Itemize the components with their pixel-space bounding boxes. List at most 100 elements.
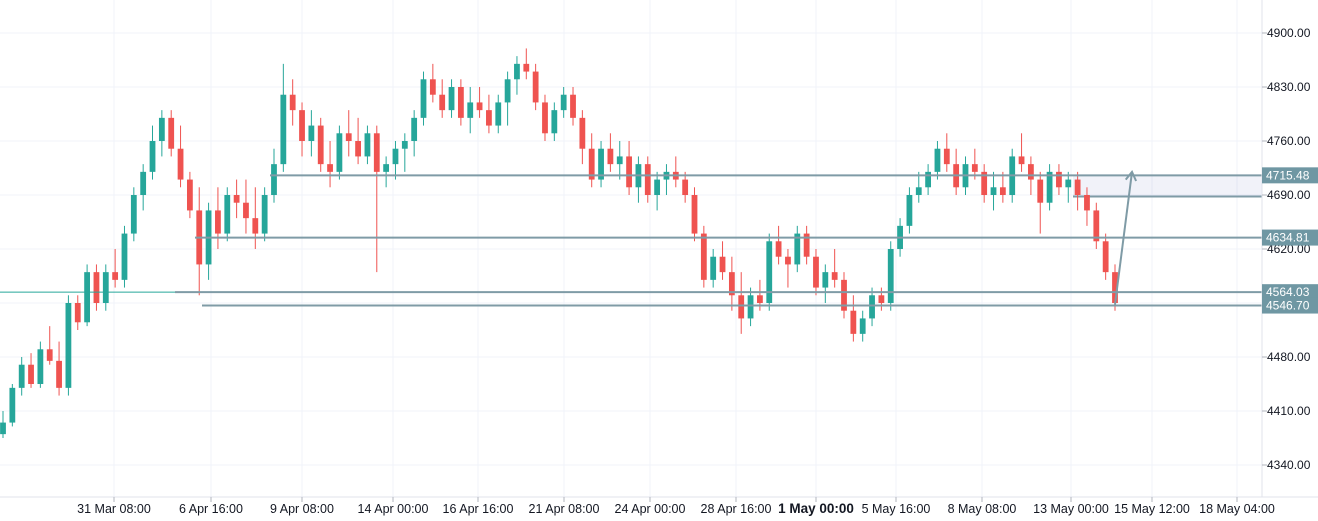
candle-body	[1065, 179, 1072, 188]
candle-body	[224, 195, 231, 234]
y-tick-label: 4830.00	[1267, 80, 1311, 94]
candle-body	[457, 87, 464, 118]
y-tick-label: 4760.00	[1267, 134, 1311, 148]
candle-body	[551, 110, 558, 134]
candle-body	[168, 117, 175, 149]
candle-body	[495, 102, 502, 126]
candle-body	[859, 318, 866, 334]
candle-body	[644, 164, 651, 195]
x-tick-label: 6 Apr 16:00	[179, 502, 243, 516]
candle-body	[186, 179, 193, 211]
projection-arrow[interactable]	[1114, 169, 1138, 305]
candle-body	[728, 272, 735, 296]
candle-body	[271, 164, 277, 195]
candle-body	[691, 195, 698, 234]
zone-fill	[1073, 175, 1262, 197]
candle-body	[46, 349, 53, 361]
candle-body	[1028, 164, 1034, 180]
candle-body	[981, 171, 988, 195]
grid-lines	[0, 0, 1262, 497]
candle-body	[700, 233, 707, 280]
x-tick-label: 13 May 00:00	[1033, 502, 1109, 516]
y-tick-label: 4900.00	[1267, 26, 1311, 40]
arrow-shaft[interactable]	[1114, 171, 1133, 305]
candle-body	[906, 195, 913, 226]
candle-body	[280, 94, 287, 165]
candle-body	[476, 102, 483, 111]
candle-body	[757, 295, 763, 303]
candle-body	[1074, 179, 1081, 195]
level-label-bg	[1262, 297, 1318, 314]
candle-body	[682, 179, 689, 195]
candle-body	[373, 133, 380, 172]
candle-body	[579, 117, 586, 149]
candle-body	[299, 110, 305, 141]
candle-body	[383, 164, 390, 172]
candle-body	[0, 422, 6, 435]
candle-body	[28, 364, 34, 384]
y-tick-label: 4340.00	[1267, 458, 1311, 472]
arrow-head[interactable]	[1124, 169, 1138, 182]
candle-body	[570, 94, 576, 118]
candle-body	[794, 233, 801, 265]
candle-body	[785, 256, 791, 265]
candle-body	[616, 156, 623, 165]
candle-body	[364, 133, 371, 157]
candle-body	[149, 141, 156, 172]
x-tick-label: 31 Mar 08:00	[77, 502, 151, 516]
candle-body	[392, 148, 399, 165]
candle-body	[439, 94, 446, 111]
level-label-bg	[1262, 229, 1318, 246]
candle-body	[429, 79, 436, 95]
candle-body	[336, 133, 343, 172]
candle-body	[738, 295, 745, 319]
candle-body	[925, 171, 932, 188]
x-tick-label: 24 Apr 00:00	[615, 502, 686, 516]
x-tick-label: 14 Apr 00:00	[358, 502, 429, 516]
candle-body	[252, 218, 259, 234]
candle-body	[467, 102, 474, 118]
candle-body	[74, 303, 81, 323]
candle-body	[934, 148, 941, 172]
candle-body	[710, 256, 717, 280]
candle-body	[532, 71, 539, 103]
x-tick-label: 16 Apr 16:00	[443, 502, 514, 516]
candle-body	[654, 179, 661, 195]
candle-body	[308, 125, 315, 141]
horizontal-levels[interactable]	[0, 174, 1262, 307]
candle-body	[355, 141, 361, 157]
candle-body	[1102, 241, 1109, 273]
candle-body	[560, 94, 567, 111]
candle-body	[588, 148, 595, 180]
candle-body	[93, 272, 100, 303]
candle-body	[1037, 179, 1044, 203]
candle-body	[999, 187, 1006, 195]
price-axis[interactable]	[1262, 0, 1318, 497]
candle-body	[102, 272, 109, 303]
candle-body	[112, 272, 119, 280]
candle-body	[504, 79, 511, 103]
candle-body	[215, 210, 221, 234]
candle-body	[1112, 272, 1118, 303]
candle-body	[327, 164, 333, 172]
candle-body	[486, 110, 492, 126]
candle-body	[401, 141, 408, 149]
y-tick-label: 4410.00	[1267, 404, 1311, 418]
candle-body	[261, 195, 268, 234]
x-tick-label: 1 May 00:00	[778, 501, 854, 516]
candle-body	[1093, 210, 1100, 242]
candle-body	[84, 272, 90, 323]
level-label: 4634.81	[1266, 231, 1310, 245]
candle-body	[65, 303, 72, 388]
candle-body	[915, 187, 922, 195]
candle-body	[523, 63, 530, 72]
candle-body	[822, 272, 829, 288]
level-label-bg	[1262, 167, 1318, 184]
candle-body	[411, 117, 418, 141]
candle-body	[243, 202, 249, 219]
y-tick-labels: 4900.004830.004760.004690.004620.004550.…	[1262, 26, 1311, 472]
time-axis[interactable]: 31 Mar 08:00 6 Apr 16:00 9 Apr 08:00 14 Apr…	[77, 497, 1275, 516]
candles	[0, 48, 1118, 438]
candle-body	[158, 117, 165, 141]
